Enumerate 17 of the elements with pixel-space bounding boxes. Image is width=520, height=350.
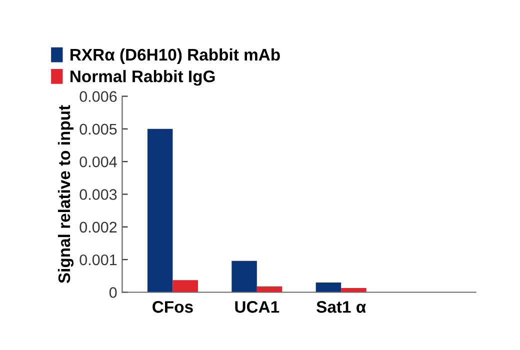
legend-label: Normal Rabbit IgG <box>70 70 215 86</box>
y-tick-label: 0.003 <box>80 189 117 200</box>
bar <box>316 282 342 292</box>
x-tick-label: Sat1 α <box>316 301 366 313</box>
y-tick-label: 0.002 <box>80 222 117 233</box>
bar <box>232 260 257 292</box>
bar <box>147 128 173 292</box>
x-tick-label: CFos <box>152 301 193 313</box>
bar <box>172 280 198 292</box>
legend-label: RXRα (D6H10) Rabbit mAb <box>70 48 280 64</box>
x-tick-label: UCA1 <box>235 301 280 313</box>
y-axis-title: Signal relative to input <box>58 105 74 284</box>
y-tick-label: 0.001 <box>80 254 117 266</box>
y-tick-label: 0.006 <box>80 91 117 102</box>
y-tick-label: 0.005 <box>80 124 117 135</box>
y-tick-label: 0.004 <box>80 156 117 168</box>
y-tick-label: 0 <box>109 287 117 298</box>
